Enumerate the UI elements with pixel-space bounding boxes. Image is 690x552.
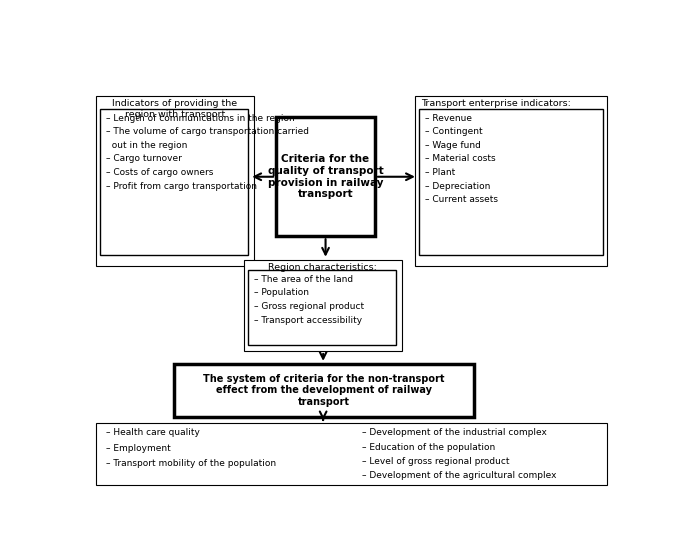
Bar [96,423,607,485]
Bar [99,109,248,256]
Bar [276,117,375,236]
Bar [419,109,603,256]
Text: Region characteristics:: Region characteristics: [268,263,377,272]
Text: – Length of communications in the region
– The volume of cargo transportation ca: – Length of communications in the region… [106,114,309,190]
Bar [244,259,402,351]
Text: Criteria for the
quality of transport
provision in railway
transport: Criteria for the quality of transport pr… [268,155,384,199]
Text: – Revenue
– Contingent
– Wage fund
– Material costs
– Plant
– Depreciation
– Cur: – Revenue – Contingent – Wage fund – Mat… [425,114,498,204]
Bar [175,364,474,417]
Text: Indicators of providing the
region with transport: Indicators of providing the region with … [112,99,237,119]
Text: Transport enterprise indicators:: Transport enterprise indicators: [422,99,571,108]
Text: – The area of the land
– Population
– Gross regional product
– Transport accessi: – The area of the land – Population – Gr… [254,274,364,325]
Bar [415,96,607,266]
Text: – Health care quality
– Employment
– Transport mobility of the population: – Health care quality – Employment – Tra… [106,428,275,468]
Text: – Development of the industrial complex
– Education of the population
– Level of: – Development of the industrial complex … [362,428,556,480]
Bar [96,96,254,266]
Text: The system of criteria for the non-transport
effect from the development of rail: The system of criteria for the non-trans… [204,374,445,407]
Bar [248,270,396,344]
